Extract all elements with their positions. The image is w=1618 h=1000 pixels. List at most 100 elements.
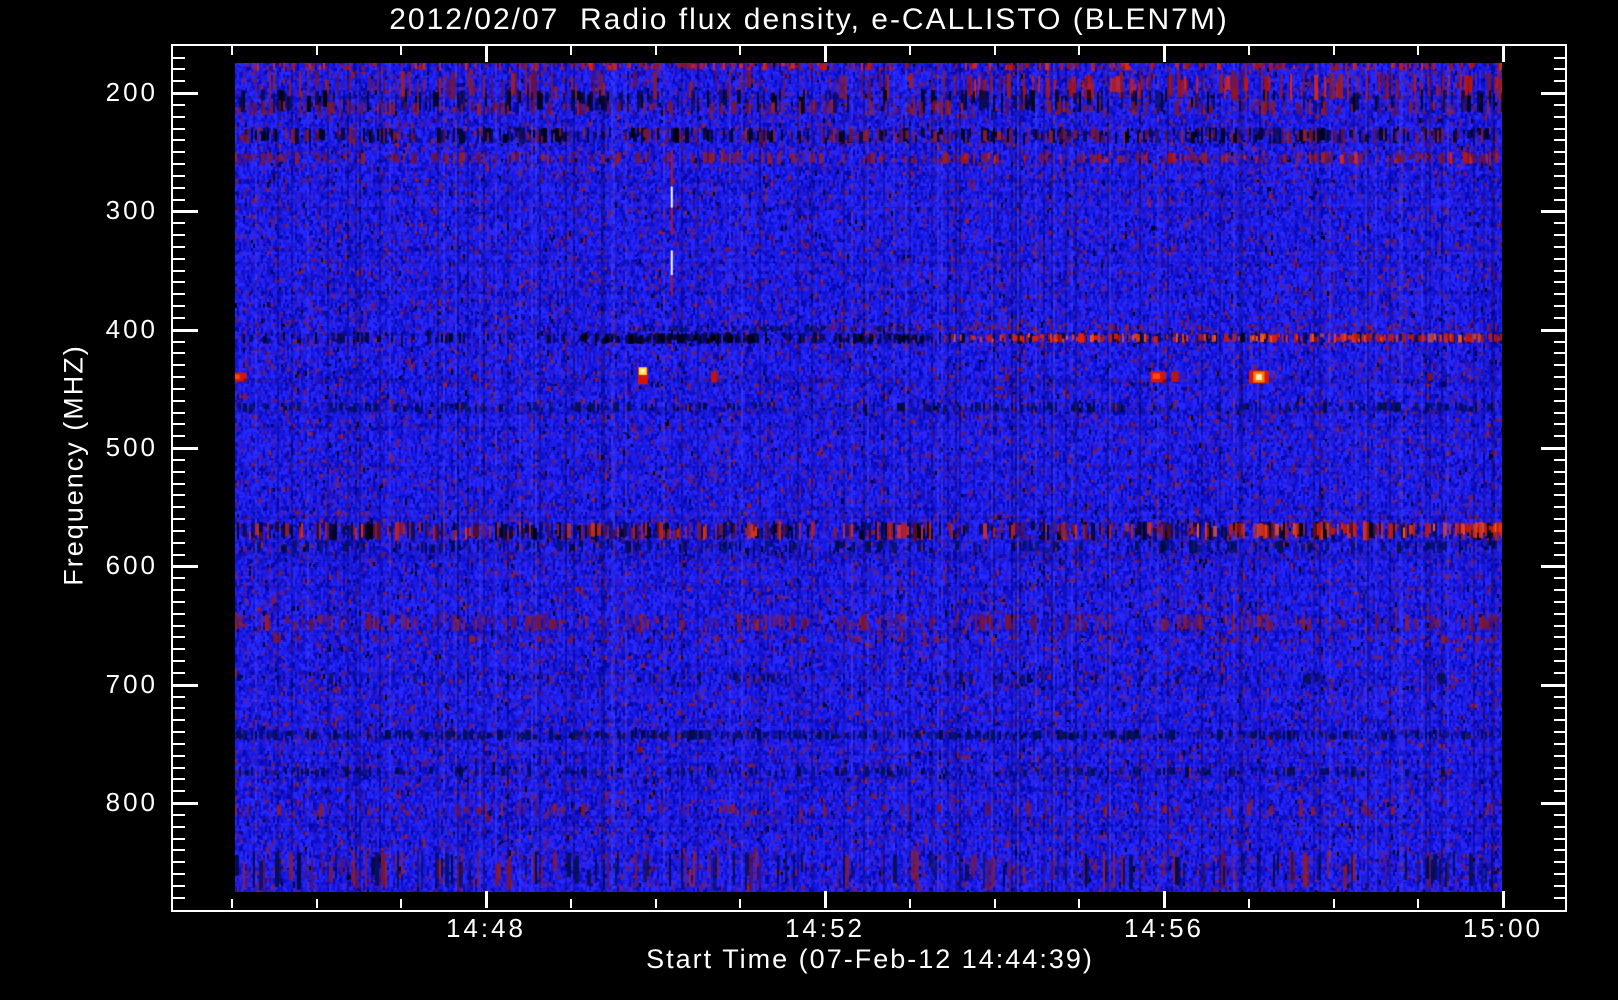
y-minor-tick-right (1554, 305, 1566, 307)
y-minor-tick-right (1554, 731, 1566, 733)
y-minor-tick-right (1554, 577, 1566, 580)
y-minor-tick (173, 293, 185, 296)
y-minor-tick-right (1554, 151, 1566, 154)
x-minor-tick (1078, 899, 1081, 908)
y-minor-tick (173, 660, 185, 662)
y-minor-tick (173, 778, 185, 781)
y-minor-tick (173, 174, 185, 177)
y-minor-tick-right (1554, 103, 1566, 106)
y-minor-tick (173, 56, 185, 59)
y-minor-tick (173, 837, 185, 840)
y-minor-tick-right (1554, 281, 1566, 284)
y-major-tick (173, 328, 198, 332)
x-minor-tick-top (1417, 46, 1420, 55)
y-minor-tick-right (1554, 458, 1566, 461)
x-major-tick-top (1163, 46, 1166, 62)
y-minor-tick (173, 754, 185, 757)
y-minor-tick (173, 589, 185, 591)
x-tick-label: 14:56 (1123, 913, 1205, 943)
y-minor-tick (173, 600, 185, 603)
y-minor-tick (173, 103, 185, 106)
y-minor-tick-right (1554, 742, 1566, 745)
y-minor-tick (173, 612, 185, 615)
x-tick-label: 15:00 (1462, 913, 1544, 943)
y-minor-tick-right (1554, 636, 1566, 639)
y-minor-tick (173, 435, 185, 438)
y-minor-tick-right (1554, 293, 1566, 296)
y-major-tick (173, 565, 198, 569)
y-minor-tick-right (1554, 316, 1566, 319)
y-minor-tick-right (1554, 849, 1566, 852)
y-minor-tick (173, 281, 185, 284)
y-major-tick-right (1541, 447, 1566, 450)
y-major-tick-right (1541, 565, 1566, 569)
y-minor-tick-right (1554, 198, 1566, 201)
x-minor-tick (1332, 899, 1335, 908)
y-minor-tick (173, 234, 185, 236)
y-minor-tick (173, 553, 185, 556)
y-minor-tick (173, 671, 185, 674)
y-minor-tick-right (1554, 766, 1566, 769)
y-minor-tick-right (1554, 813, 1566, 816)
y-minor-tick (173, 790, 185, 793)
y-minor-tick (173, 222, 185, 225)
x-minor-tick-top (654, 46, 657, 55)
y-minor-tick (173, 376, 185, 378)
y-major-tick-right (1541, 328, 1566, 332)
x-minor-tick (908, 899, 911, 908)
y-minor-tick (173, 269, 185, 272)
x-minor-tick-top (1078, 46, 1081, 55)
y-minor-tick (173, 186, 185, 189)
y-minor-tick-right (1554, 470, 1566, 473)
x-axis-title: Start Time (07-Feb-12 14:44:39) (646, 944, 1094, 974)
y-minor-tick (173, 506, 185, 509)
y-major-tick-right (1541, 210, 1566, 214)
y-major-tick (173, 802, 198, 805)
y-minor-tick (173, 731, 185, 733)
y-minor-tick (173, 695, 185, 698)
x-minor-tick (1247, 899, 1250, 908)
y-minor-tick (173, 624, 185, 627)
y-minor-tick (173, 80, 185, 83)
x-minor-tick-top (908, 46, 911, 55)
y-minor-tick-right (1554, 68, 1566, 71)
x-minor-tick-top (315, 46, 318, 55)
y-minor-tick-right (1554, 648, 1566, 651)
y-minor-tick-right (1554, 861, 1566, 864)
y-minor-tick (173, 873, 185, 875)
y-minor-tick-right (1554, 529, 1566, 532)
y-minor-tick (173, 364, 185, 367)
y-minor-tick (173, 423, 185, 426)
x-tick-label: 14:48 (445, 913, 527, 943)
y-minor-tick-right (1554, 790, 1566, 793)
y-minor-tick-right (1554, 340, 1566, 343)
x-minor-tick (739, 899, 742, 908)
y-minor-tick (173, 896, 185, 899)
y-minor-tick-right (1554, 352, 1566, 355)
y-major-tick (173, 683, 198, 687)
x-major-tick (1502, 891, 1505, 908)
y-tick-label: 200 (105, 77, 158, 107)
x-tick-label: 14:52 (784, 913, 866, 943)
y-minor-tick-right (1554, 719, 1566, 722)
y-tick-label: 500 (105, 432, 158, 462)
y-minor-tick-right (1554, 269, 1566, 272)
y-minor-tick (173, 68, 185, 71)
plot-title: 2012/02/07 Radio flux density, e-CALLIST… (389, 3, 1229, 36)
x-major-tick (824, 891, 827, 908)
y-minor-tick-right (1554, 884, 1566, 887)
y-tick-label: 300 (105, 195, 158, 226)
y-major-tick-right (1541, 802, 1566, 805)
y-minor-tick (173, 849, 185, 852)
y-minor-tick (173, 151, 185, 154)
y-minor-tick (173, 115, 185, 118)
y-minor-tick (173, 198, 185, 201)
plot-frame (171, 44, 1567, 912)
y-minor-tick (173, 813, 185, 816)
y-minor-tick-right (1554, 896, 1566, 899)
y-minor-tick-right (1554, 245, 1566, 248)
y-minor-tick (173, 352, 185, 355)
y-minor-tick-right (1554, 423, 1566, 426)
y-minor-tick (173, 861, 185, 864)
y-minor-tick-right (1554, 115, 1566, 118)
